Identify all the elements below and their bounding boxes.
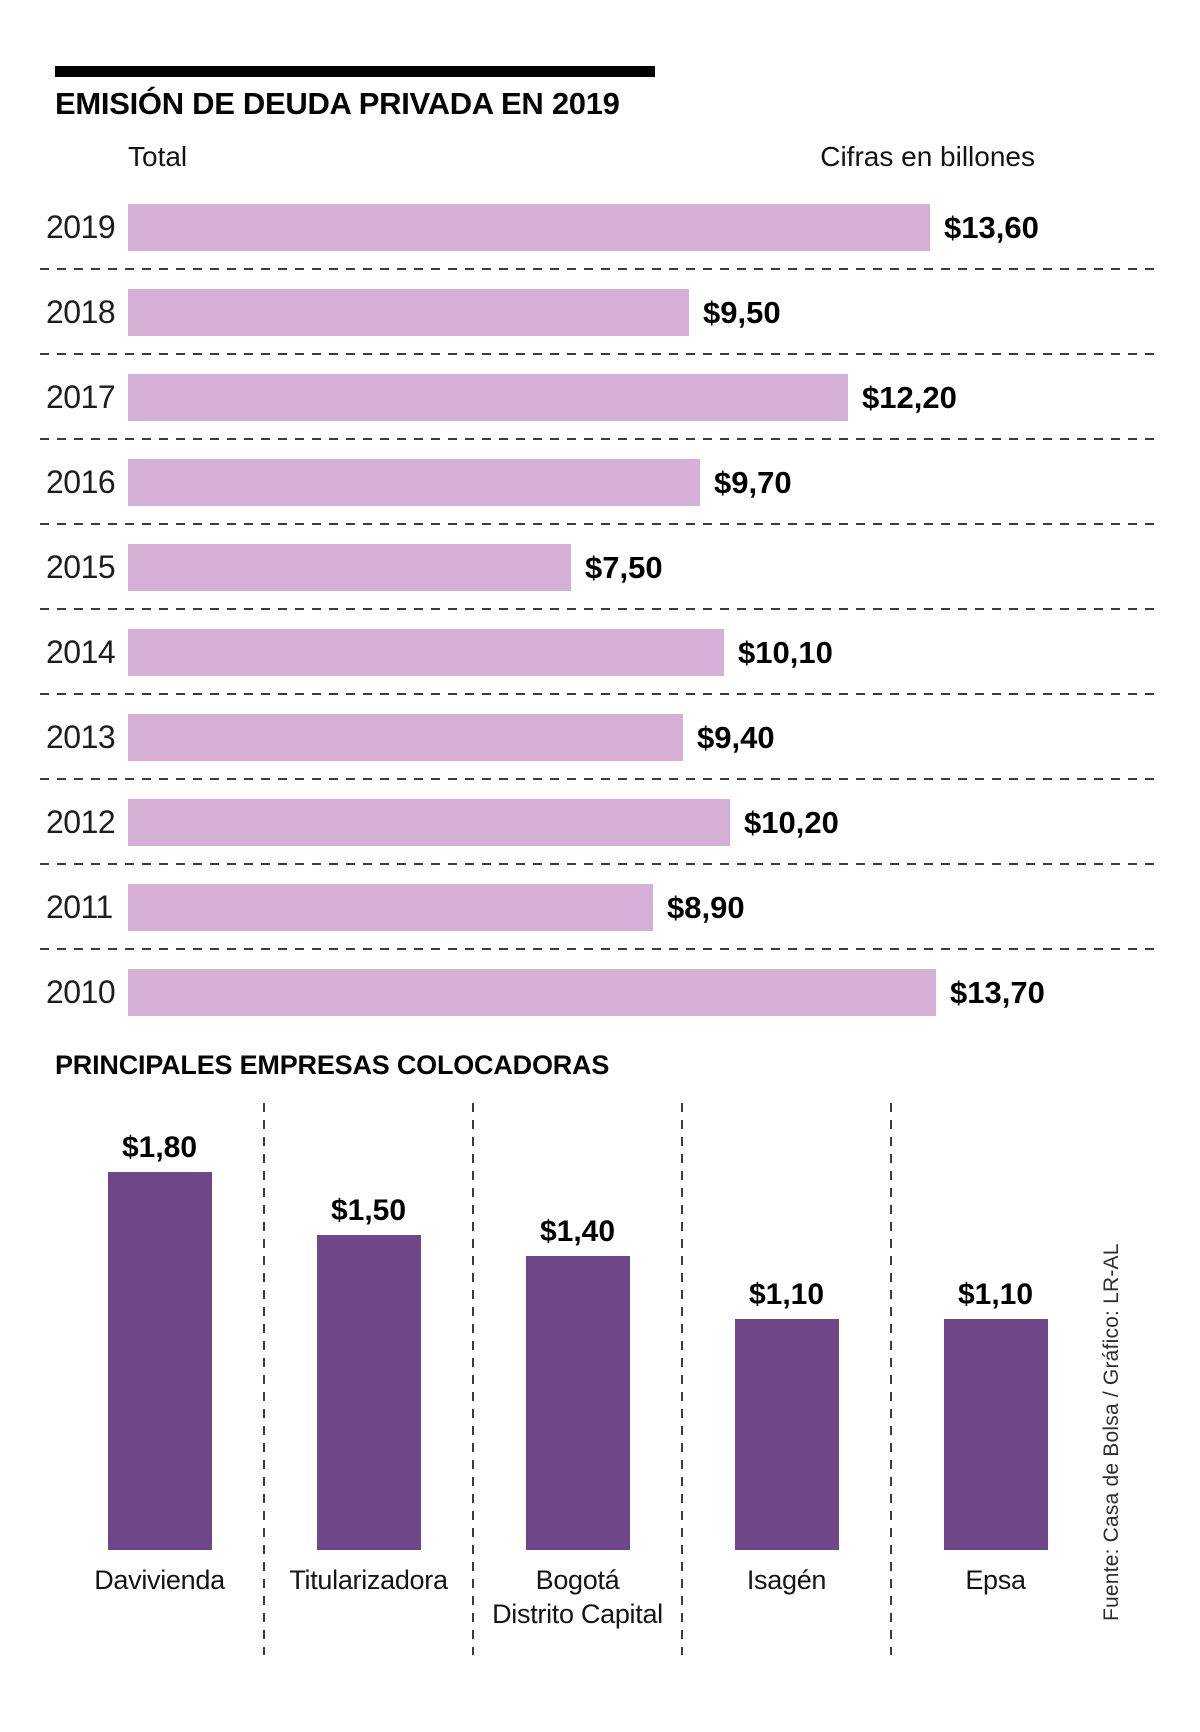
dashed-vertical-separator	[890, 1103, 892, 1655]
debt-row: 2016 $9,70	[40, 440, 1160, 525]
bar-value-label: $1,80	[121, 1131, 198, 1164]
title-rule	[55, 66, 655, 77]
debt-row: 2017 $12,20	[40, 355, 1160, 440]
bar-value-label: $7,50	[585, 549, 663, 585]
company-bar	[943, 1319, 1048, 1550]
debt-bar	[128, 204, 930, 251]
bar-value-label: $12,20	[862, 379, 957, 415]
bar-value-label: $9,50	[703, 294, 781, 330]
debt-bar	[128, 374, 848, 421]
dashed-separator	[40, 693, 1160, 695]
dashed-vertical-separator	[681, 1103, 683, 1655]
bar-zone: $1,40	[473, 1103, 682, 1550]
company-column: $1,40 Bogotá Distrito Capital	[473, 1103, 682, 1655]
company-label: Titularizadora	[289, 1565, 448, 1595]
total-label: Total	[128, 141, 188, 172]
bar-value-label: $8,90	[667, 889, 745, 925]
debt-row: 2019 $13,60	[40, 185, 1160, 270]
bar-value-label: $1,40	[539, 1215, 616, 1248]
debt-row: 2010 $13,70	[40, 950, 1160, 1035]
bar-value-label: $1,10	[748, 1278, 825, 1311]
year-label: 2010	[46, 974, 116, 1010]
dashed-vertical-separator	[472, 1103, 474, 1655]
bar-value-label: $1,50	[330, 1194, 407, 1227]
bar-zone: $1,10	[682, 1103, 891, 1550]
debt-row: 2018 $9,50	[40, 270, 1160, 355]
company-column: $1,80 Davivienda	[55, 1103, 264, 1655]
debt-row: 2015 $7,50	[40, 525, 1160, 610]
dashed-separator	[40, 863, 1160, 865]
dashed-separator	[40, 353, 1160, 355]
year-label: 2012	[46, 804, 116, 840]
dashed-separator	[40, 438, 1160, 440]
bar-value-label: $10,20	[744, 804, 839, 840]
companies-columns: $1,80 Davivienda $1,50 Titularizadora $1,40 B…	[55, 1103, 1100, 1655]
bar-value-label: $9,70	[714, 464, 792, 500]
source-credit: Fuente: Casa de Bolsa / Gráfico: LR-AL	[1100, 1243, 1123, 1621]
company-column: $1,50 Titularizadora	[264, 1103, 473, 1655]
bar-zone: $1,50	[264, 1103, 473, 1550]
debt-bar	[128, 289, 689, 336]
company-bar	[316, 1235, 421, 1550]
debt-bar	[128, 799, 730, 846]
year-label: 2011	[46, 889, 113, 925]
year-label: 2016	[46, 464, 116, 500]
debt-bar	[128, 714, 683, 761]
debt-rows: 2019 $13,60 2018 $9,50 2017 $12,20 2016 $9,70 20…	[40, 185, 1160, 1035]
year-label: 2013	[46, 719, 116, 755]
year-label: 2017	[46, 379, 116, 415]
company-label: Epsa	[965, 1565, 1026, 1595]
dashed-vertical-separator	[263, 1103, 265, 1655]
company-label: Davivienda	[94, 1565, 225, 1595]
company-label: Isagén	[746, 1565, 827, 1595]
bar-value-label: $9,40	[697, 719, 775, 755]
company-bar	[734, 1319, 839, 1550]
year-label: 2018	[46, 294, 116, 330]
company-label: Bogotá Distrito Capital	[492, 1565, 663, 1629]
dashed-separator	[40, 608, 1160, 610]
company-column: $1,10 Epsa	[891, 1103, 1100, 1655]
year-label: 2015	[46, 549, 116, 585]
debt-row: 2013 $9,40	[40, 695, 1160, 780]
debt-row: 2012 $10,20	[40, 780, 1160, 865]
company-bar	[525, 1256, 630, 1550]
bar-value-label: $10,10	[738, 634, 833, 670]
units-note: Cifras en billones	[820, 141, 1035, 172]
year-label: 2014	[46, 634, 116, 670]
debt-bar	[128, 544, 571, 591]
page-title: EMISIÓN DE DEUDA PRIVADA EN 2019	[55, 86, 620, 121]
section-title: PRINCIPALES EMPRESAS COLOCADORAS	[55, 1050, 610, 1080]
company-bar	[107, 1172, 212, 1550]
company-column: $1,10 Isagén	[682, 1103, 891, 1655]
bar-value-label: $13,70	[950, 974, 1045, 1010]
bar-zone: $1,80	[55, 1103, 264, 1550]
bar-value-label: $1,10	[957, 1278, 1034, 1311]
dashed-separator	[40, 523, 1160, 525]
debt-bar	[128, 969, 936, 1016]
debt-row: 2014 $10,10	[40, 610, 1160, 695]
debt-bar	[128, 629, 724, 676]
dashed-separator	[40, 778, 1160, 780]
dashed-separator	[40, 948, 1160, 950]
year-label: 2019	[46, 209, 116, 245]
bar-zone: $1,10	[891, 1103, 1100, 1550]
bar-value-label: $13,60	[944, 209, 1039, 245]
debt-row: 2011 $8,90	[40, 865, 1160, 950]
debt-bar	[128, 884, 653, 931]
dashed-separator	[40, 268, 1160, 270]
debt-bar	[128, 459, 700, 506]
